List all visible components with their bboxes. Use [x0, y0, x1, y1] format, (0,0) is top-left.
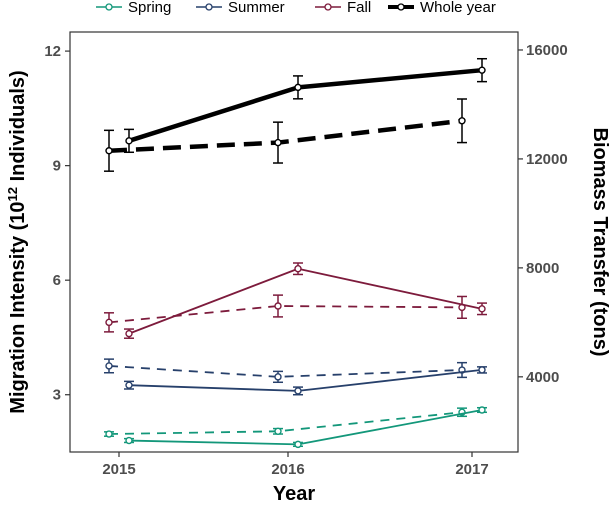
data-point: [105, 362, 113, 370]
left-tick-label: 6: [53, 272, 61, 289]
x-tick-label: 2017: [455, 461, 488, 478]
x-tick-label: 2016: [271, 461, 304, 478]
series-fall-solid: [124, 262, 487, 339]
data-point: [478, 406, 486, 414]
series-fall-dashed: [104, 294, 467, 333]
data-point: [478, 305, 486, 313]
data-point: [105, 430, 113, 438]
series-whole-year-solid: [124, 57, 487, 154]
x-axis-title: Year: [273, 483, 315, 505]
series-spring-dashed: [104, 407, 467, 438]
legend-item-whole-year: Whole year: [388, 0, 496, 16]
left-axis-title-part: Migration Intensity (10: [7, 201, 29, 413]
data-point: [105, 147, 113, 155]
data-point: [294, 265, 302, 273]
data-point: [294, 440, 302, 449]
series-spring-solid: [124, 406, 487, 449]
legend: Spring Summer Fall Whole year: [96, 0, 496, 16]
legend-label: Whole year: [420, 0, 496, 16]
data-point: [274, 373, 282, 381]
series-line: [108, 305, 463, 324]
legend-item-spring: Spring: [96, 0, 171, 16]
legend-item-summer: Summer: [196, 0, 285, 16]
left-tick-label: 3: [53, 387, 61, 404]
left-tick-label: 9: [53, 158, 61, 175]
series-line: [108, 411, 463, 435]
right-tick-label: 4000: [526, 369, 559, 386]
series-line: [108, 365, 463, 378]
right-axis: 4000 8000 12000 16000: [518, 42, 568, 386]
left-tick-label: 12: [44, 43, 61, 60]
left-axis-title-part: Individuals): [7, 70, 29, 187]
legend-label: Summer: [228, 0, 285, 16]
right-axis-title: Biomass Transfer (tons): [589, 128, 610, 357]
data-point: [274, 138, 282, 147]
data-point: [125, 329, 133, 338]
plot-panel: [69, 31, 519, 453]
data-point: [294, 387, 302, 395]
left-axis-title-exponent: 12: [5, 187, 20, 201]
series-layer: [104, 57, 487, 449]
legend-key-marker: [205, 3, 213, 11]
data-point: [294, 83, 302, 92]
data-point: [125, 137, 133, 145]
data-point: [274, 302, 282, 310]
legend-item-fall: Fall: [315, 0, 371, 16]
series-summer-solid: [124, 366, 487, 396]
left-axis-title: Migration Intensity (1012 Individuals): [5, 70, 29, 413]
left-axis: 3 6 9 12: [44, 43, 70, 404]
legend-key-marker: [397, 3, 405, 11]
data-point: [125, 381, 133, 389]
right-tick-label: 8000: [526, 260, 559, 277]
legend-key-marker: [105, 3, 113, 11]
right-tick-label: 16000: [526, 42, 568, 59]
x-axis: 2015 2016 2017: [102, 452, 489, 478]
x-tick-label: 2015: [102, 461, 135, 478]
data-point: [458, 117, 466, 125]
legend-key-marker: [324, 3, 332, 11]
data-point: [274, 427, 282, 435]
data-point: [478, 66, 486, 74]
data-point: [125, 436, 133, 445]
series-whole-year-dashed: [104, 98, 467, 172]
right-tick-label: 12000: [526, 151, 568, 168]
legend-label: Fall: [347, 0, 371, 16]
legend-label: Spring: [128, 0, 171, 16]
data-point: [478, 366, 486, 374]
data-point: [105, 318, 113, 327]
